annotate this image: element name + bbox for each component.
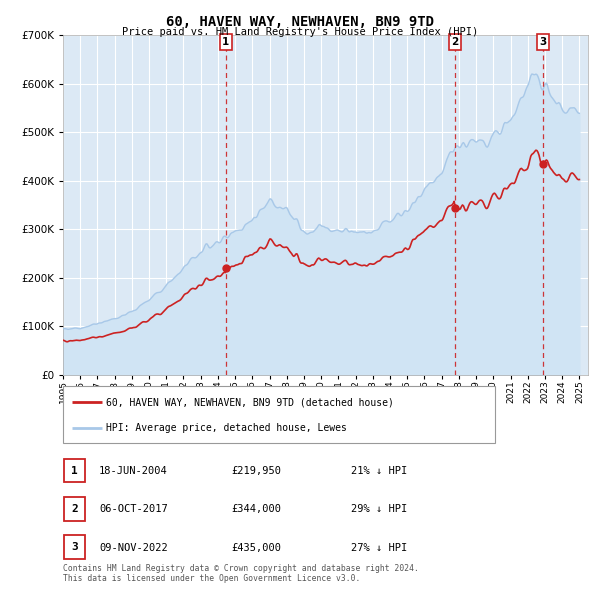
FancyBboxPatch shape — [64, 458, 85, 483]
Text: 1: 1 — [71, 466, 78, 476]
Text: 60, HAVEN WAY, NEWHAVEN, BN9 9TD (detached house): 60, HAVEN WAY, NEWHAVEN, BN9 9TD (detach… — [106, 397, 394, 407]
Text: 18-JUN-2004: 18-JUN-2004 — [99, 466, 168, 476]
Text: Price paid vs. HM Land Registry's House Price Index (HPI): Price paid vs. HM Land Registry's House … — [122, 27, 478, 37]
Text: £435,000: £435,000 — [231, 543, 281, 552]
Text: 27% ↓ HPI: 27% ↓ HPI — [351, 543, 407, 552]
Text: 21% ↓ HPI: 21% ↓ HPI — [351, 466, 407, 476]
Text: £219,950: £219,950 — [231, 466, 281, 476]
Text: 2: 2 — [71, 504, 78, 514]
FancyBboxPatch shape — [63, 386, 495, 442]
Text: 06-OCT-2017: 06-OCT-2017 — [99, 504, 168, 514]
Text: £344,000: £344,000 — [231, 504, 281, 514]
Text: 09-NOV-2022: 09-NOV-2022 — [99, 543, 168, 552]
FancyBboxPatch shape — [64, 497, 85, 521]
FancyBboxPatch shape — [64, 535, 85, 559]
Text: 2: 2 — [451, 37, 458, 47]
Text: 3: 3 — [539, 37, 547, 47]
Text: 3: 3 — [71, 542, 78, 552]
Text: Contains HM Land Registry data © Crown copyright and database right 2024.
This d: Contains HM Land Registry data © Crown c… — [63, 563, 419, 583]
Text: 29% ↓ HPI: 29% ↓ HPI — [351, 504, 407, 514]
Text: 1: 1 — [222, 37, 229, 47]
Text: 60, HAVEN WAY, NEWHAVEN, BN9 9TD: 60, HAVEN WAY, NEWHAVEN, BN9 9TD — [166, 15, 434, 29]
Text: HPI: Average price, detached house, Lewes: HPI: Average price, detached house, Lewe… — [106, 424, 347, 434]
